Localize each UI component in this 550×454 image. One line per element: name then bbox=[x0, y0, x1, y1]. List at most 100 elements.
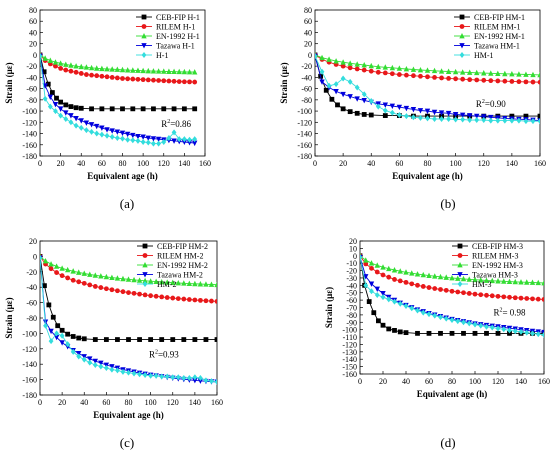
y-tick-label: -50 bbox=[346, 289, 357, 298]
y-tick-label: 0 bbox=[308, 51, 312, 60]
data-point bbox=[472, 330, 478, 336]
x-tick-label: 140 bbox=[189, 398, 201, 407]
x-tick-label: 120 bbox=[492, 377, 504, 386]
data-point bbox=[147, 278, 154, 284]
data-point bbox=[516, 71, 522, 77]
data-point bbox=[461, 319, 466, 326]
data-point bbox=[376, 318, 381, 324]
data-point bbox=[409, 281, 415, 287]
legend-label: Tazawa HM-2 bbox=[157, 271, 203, 280]
data-point bbox=[340, 75, 346, 82]
data-point bbox=[42, 55, 48, 61]
data-point bbox=[42, 258, 49, 264]
data-point bbox=[340, 106, 346, 112]
data-point bbox=[70, 348, 76, 355]
data-point bbox=[392, 328, 397, 333]
data-point bbox=[130, 106, 136, 112]
legend-marker bbox=[457, 243, 463, 249]
y-tick-label: -20 bbox=[301, 62, 312, 71]
data-point bbox=[214, 337, 217, 342]
y-tick-label: 60 bbox=[29, 17, 37, 26]
data-point bbox=[368, 97, 374, 104]
data-point bbox=[541, 279, 544, 286]
data-point bbox=[48, 266, 54, 272]
data-point bbox=[156, 78, 161, 83]
data-point bbox=[386, 326, 392, 332]
data-point bbox=[512, 295, 518, 301]
data-point bbox=[481, 77, 487, 83]
data-point bbox=[76, 353, 82, 360]
data-point bbox=[481, 114, 487, 120]
series-4 bbox=[315, 53, 540, 125]
data-point bbox=[426, 285, 432, 290]
data-point bbox=[326, 56, 332, 62]
data-point bbox=[181, 68, 188, 75]
data-point bbox=[424, 67, 431, 73]
data-point bbox=[114, 135, 120, 142]
data-point bbox=[42, 95, 48, 102]
x-tick-label: 80 bbox=[424, 159, 432, 168]
x-tick-label: 40 bbox=[80, 398, 88, 407]
x-tick-label: 40 bbox=[77, 159, 85, 168]
data-point bbox=[65, 341, 71, 348]
data-point bbox=[340, 63, 346, 69]
data-point bbox=[366, 299, 372, 304]
data-point bbox=[126, 369, 131, 376]
data-point bbox=[214, 378, 217, 385]
data-point bbox=[472, 276, 478, 283]
data-point bbox=[439, 115, 444, 122]
data-point bbox=[382, 64, 389, 70]
y-tick-label: -60 bbox=[26, 299, 37, 308]
y-tick-label: -90 bbox=[346, 318, 357, 327]
panel-b: 0 20 40 60 80 100 120 140 160 80 60 40 20 0 -20 -40 -60 -… bbox=[279, 6, 546, 211]
data-point bbox=[452, 68, 459, 75]
data-point bbox=[73, 115, 79, 122]
data-point bbox=[461, 330, 466, 336]
x-tick-label: 60 bbox=[425, 377, 433, 386]
data-point bbox=[161, 68, 167, 74]
data-point bbox=[438, 330, 443, 336]
data-point bbox=[186, 280, 193, 286]
y-tick-label: -100 bbox=[22, 329, 37, 338]
data-point bbox=[382, 102, 389, 108]
data-point bbox=[198, 375, 203, 382]
data-point bbox=[347, 65, 353, 71]
data-point bbox=[148, 293, 154, 299]
legend-marker bbox=[457, 272, 463, 278]
data-point bbox=[65, 331, 71, 337]
data-point bbox=[489, 277, 495, 284]
data-point bbox=[124, 67, 131, 73]
data-point bbox=[354, 96, 360, 102]
data-point bbox=[386, 274, 392, 280]
data-point bbox=[192, 136, 198, 143]
data-point bbox=[150, 136, 157, 142]
data-point bbox=[142, 292, 148, 298]
data-point bbox=[170, 374, 176, 381]
data-point bbox=[191, 140, 198, 147]
data-point bbox=[68, 68, 74, 74]
data-point bbox=[403, 269, 409, 275]
data-point bbox=[135, 133, 141, 140]
data-point bbox=[409, 270, 415, 276]
y-tick-label: -130 bbox=[342, 348, 357, 357]
data-point bbox=[466, 291, 472, 296]
data-point bbox=[104, 127, 110, 133]
data-point bbox=[452, 112, 459, 118]
data-point bbox=[131, 276, 137, 283]
data-point bbox=[125, 76, 131, 82]
data-point bbox=[47, 94, 54, 101]
data-point bbox=[104, 74, 110, 80]
data-point bbox=[438, 110, 445, 116]
data-point bbox=[431, 109, 438, 116]
legend-label: H-1 bbox=[156, 51, 168, 60]
data-point bbox=[461, 290, 466, 296]
data-point bbox=[109, 287, 115, 293]
data-point bbox=[403, 65, 410, 72]
y-tick-label: 0 bbox=[33, 51, 37, 60]
data-point bbox=[47, 103, 53, 110]
data-point bbox=[43, 322, 48, 329]
data-point bbox=[187, 136, 192, 143]
data-point bbox=[535, 296, 541, 302]
data-point bbox=[73, 69, 79, 75]
